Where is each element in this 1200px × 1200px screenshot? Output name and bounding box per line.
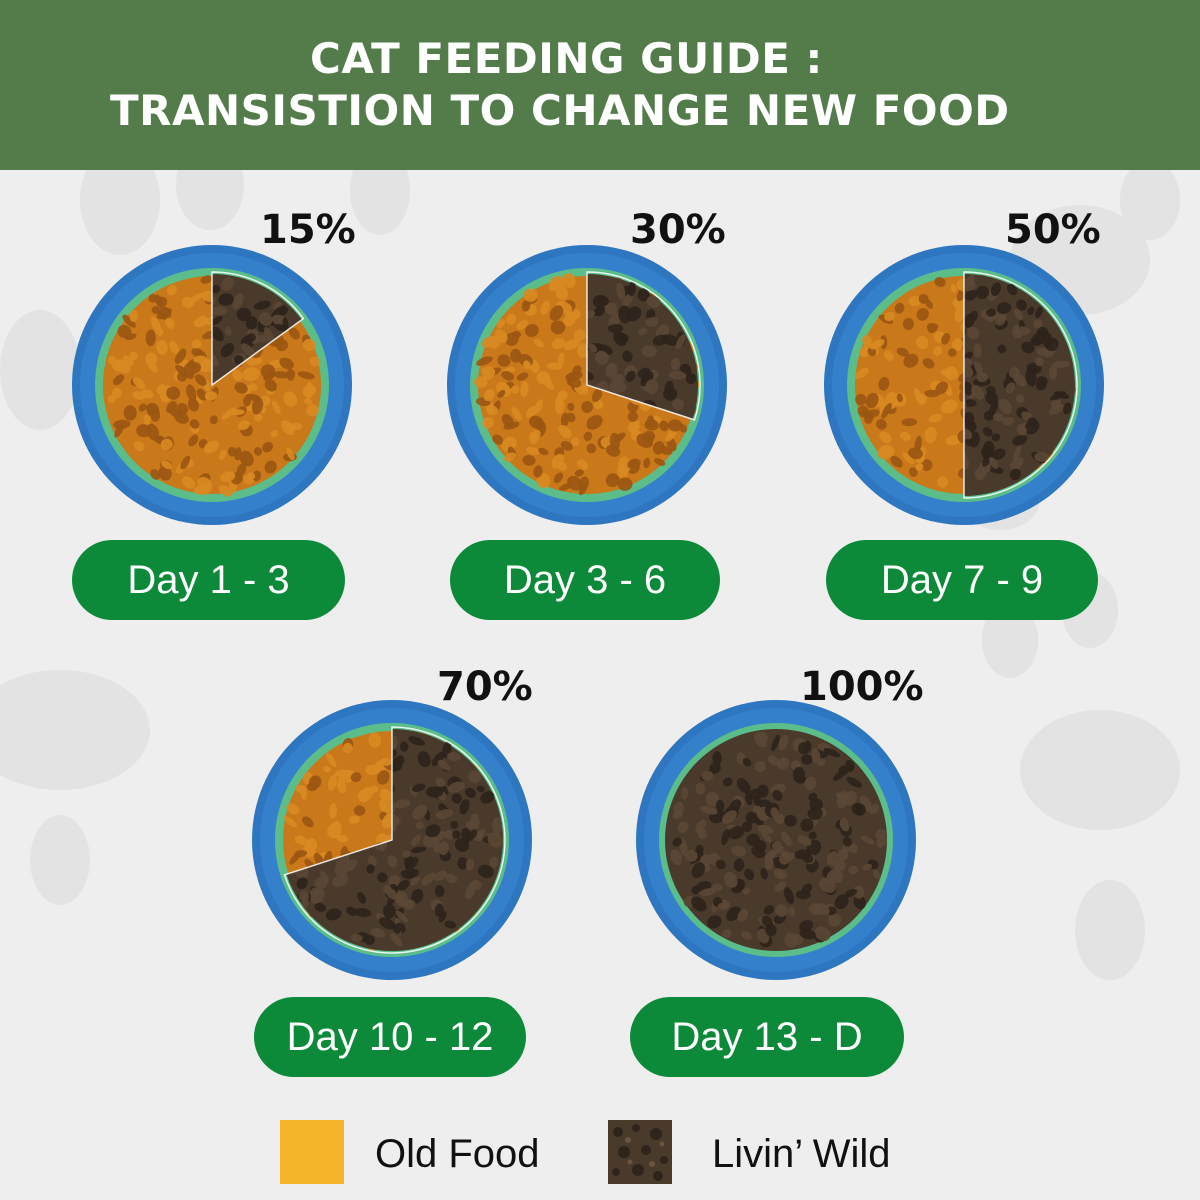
portion-divider	[283, 726, 506, 954]
new-food-portion	[964, 274, 1075, 496]
food-bowl	[72, 245, 352, 525]
title-line-2: TRANSISTION TO CHANGE NEW FOOD	[110, 86, 1010, 135]
portion-divider	[963, 271, 1078, 499]
new-food-percent-label: 100%	[800, 664, 924, 710]
legend-label-new-food: Livin’ Wild	[712, 1132, 891, 1176]
new-food-percent-label: 30%	[630, 207, 726, 253]
legend-label-old-food: Old Food	[375, 1132, 540, 1176]
day-range-badge: Day 1 - 3	[72, 540, 345, 620]
food-bowl	[252, 700, 532, 980]
day-range-badge: Day 10 - 12	[254, 997, 526, 1077]
food-bowl	[447, 245, 727, 525]
new-food-percent-label: 50%	[1005, 207, 1101, 253]
food-bowl	[824, 245, 1104, 525]
portion-divider	[586, 271, 701, 421]
portion-divider	[211, 271, 305, 387]
day-range-badge: Day 3 - 6	[450, 540, 720, 620]
header-banner: CAT FEEDING GUIDE : TRANSISTION TO CHANG…	[0, 0, 1200, 170]
new-food-portion	[665, 729, 887, 951]
title-line-1: CAT FEEDING GUIDE :	[310, 34, 823, 83]
food-bowl	[636, 700, 916, 980]
new-food-percent-label: 70%	[437, 664, 533, 710]
legend-swatch-old-food	[280, 1120, 344, 1184]
new-food-percent-label: 15%	[260, 207, 356, 253]
day-range-badge: Day 7 - 9	[826, 540, 1098, 620]
day-range-badge: Day 13 - D	[630, 997, 904, 1077]
legend-swatch-new-food	[608, 1120, 672, 1184]
